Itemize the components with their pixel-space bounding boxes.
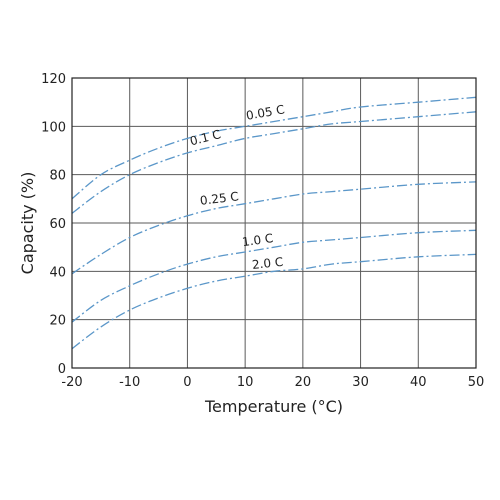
y-tick-label: 40 (49, 265, 66, 280)
series-label-1-0-c: 1.0 C (241, 231, 274, 249)
y-axis-label: Capacity (%) (18, 172, 37, 275)
x-tick-label: 10 (237, 375, 254, 390)
series-label-0-05-c: 0.05 C (245, 102, 286, 123)
x-tick-label: 30 (352, 375, 369, 390)
x-tick-labels: -20 -10 0 10 20 30 40 50 (61, 375, 484, 390)
series-line-1-0-c (71, 229, 477, 323)
y-tick-label: 20 (49, 314, 66, 329)
x-tick-label: 20 (295, 375, 312, 390)
plot-frame (71, 77, 477, 369)
series-line-0-1-c (71, 111, 477, 214)
curves (71, 96, 477, 350)
x-tick-label: -10 (119, 375, 140, 390)
y-tick-label: 100 (41, 120, 66, 135)
y-tick-label: 80 (49, 169, 66, 184)
x-tick-label: 50 (468, 375, 485, 390)
y-tick-labels: 0 20 40 60 80 100 120 (41, 72, 66, 377)
x-tick-label: 0 (183, 375, 191, 390)
y-tick-label: 120 (41, 72, 66, 87)
series-label-2-0-c: 2.0 C (251, 255, 284, 272)
series-line-2-0-c (71, 253, 477, 350)
series-line-0-05-c (71, 96, 477, 200)
x-tick-label: 40 (410, 375, 427, 390)
grid (72, 78, 476, 368)
x-tick-label: -20 (61, 375, 82, 390)
series-line-0-25-c (71, 181, 477, 275)
series-label-0-25-c: 0.25 C (199, 189, 239, 208)
y-tick-label: 60 (49, 217, 66, 232)
series-labels: 0.05 C0.1 C0.25 C1.0 C2.0 C (188, 102, 285, 272)
x-axis-label: Temperature (°C) (204, 397, 343, 416)
y-tick-label: 0 (58, 362, 66, 377)
